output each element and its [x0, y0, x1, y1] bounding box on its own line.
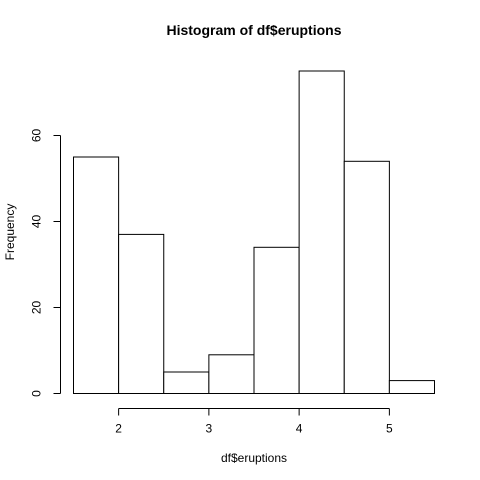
x-axis: 2 3 4 5 — [115, 408, 393, 436]
x-tick-label: 2 — [115, 422, 122, 436]
x-tick-label: 3 — [206, 422, 213, 436]
histogram-bar-8 — [388, 380, 435, 395]
x-axis-label: df$eruptions — [221, 451, 287, 465]
y-axis: 0 20 40 60 — [30, 129, 61, 397]
histogram-bar-6 — [298, 70, 345, 394]
y-tick-label: 40 — [30, 215, 44, 229]
histogram-bar-1 — [73, 156, 120, 394]
chart-title: Histogram of df$eruptions — [166, 22, 341, 38]
y-tick-label: 20 — [30, 301, 44, 315]
histogram-bars — [73, 70, 435, 395]
histogram-bar-5 — [253, 246, 300, 394]
histogram-bar-3 — [163, 371, 210, 394]
y-tick-label: 60 — [30, 129, 44, 143]
y-tick-label: 0 — [30, 390, 44, 397]
y-axis-label: Frequency — [3, 204, 17, 261]
histogram-bar-2 — [118, 233, 165, 394]
x-tick-label: 5 — [386, 422, 393, 436]
histogram-bar-7 — [343, 160, 390, 394]
x-tick-label: 4 — [296, 422, 303, 436]
histogram-bar-4 — [208, 354, 255, 394]
